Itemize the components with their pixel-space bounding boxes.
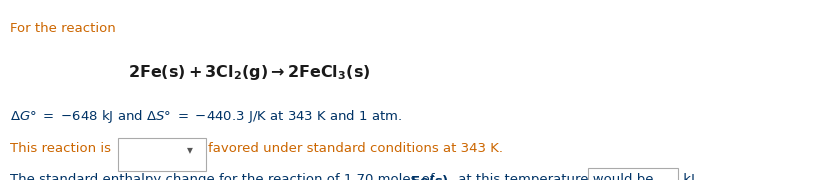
Text: kJ.: kJ. <box>679 173 699 180</box>
FancyBboxPatch shape <box>588 168 678 180</box>
Text: ▾: ▾ <box>187 143 193 156</box>
Text: For the reaction: For the reaction <box>10 22 115 35</box>
Text: $\mathbf{Fe(}$$\mathit{\mathbf{s}}\mathbf{)}$: $\mathbf{Fe(}$$\mathit{\mathbf{s}}\mathb… <box>410 173 448 180</box>
Text: The standard enthalpy change for the reaction of 1.70 moles of: The standard enthalpy change for the rea… <box>10 173 438 180</box>
Text: $\Delta G°$ $=$ $-$648 kJ and $\Delta S°$ $=$ $-$440.3 J/K at 343 K and 1 atm.: $\Delta G°$ $=$ $-$648 kJ and $\Delta S°… <box>10 108 402 125</box>
Text: $\mathbf{2Fe(}$$\mathit{\mathbf{s}}\mathbf{) + 3Cl_2(}$$\mathit{\mathbf{g}}\math: $\mathbf{2Fe(}$$\mathit{\mathbf{s}}\math… <box>128 63 370 82</box>
FancyBboxPatch shape <box>118 138 206 171</box>
Text: favored under standard conditions at 343 K.: favored under standard conditions at 343… <box>208 142 503 155</box>
Text: This reaction is: This reaction is <box>10 142 111 155</box>
Text: at this temperature would be: at this temperature would be <box>454 173 653 180</box>
